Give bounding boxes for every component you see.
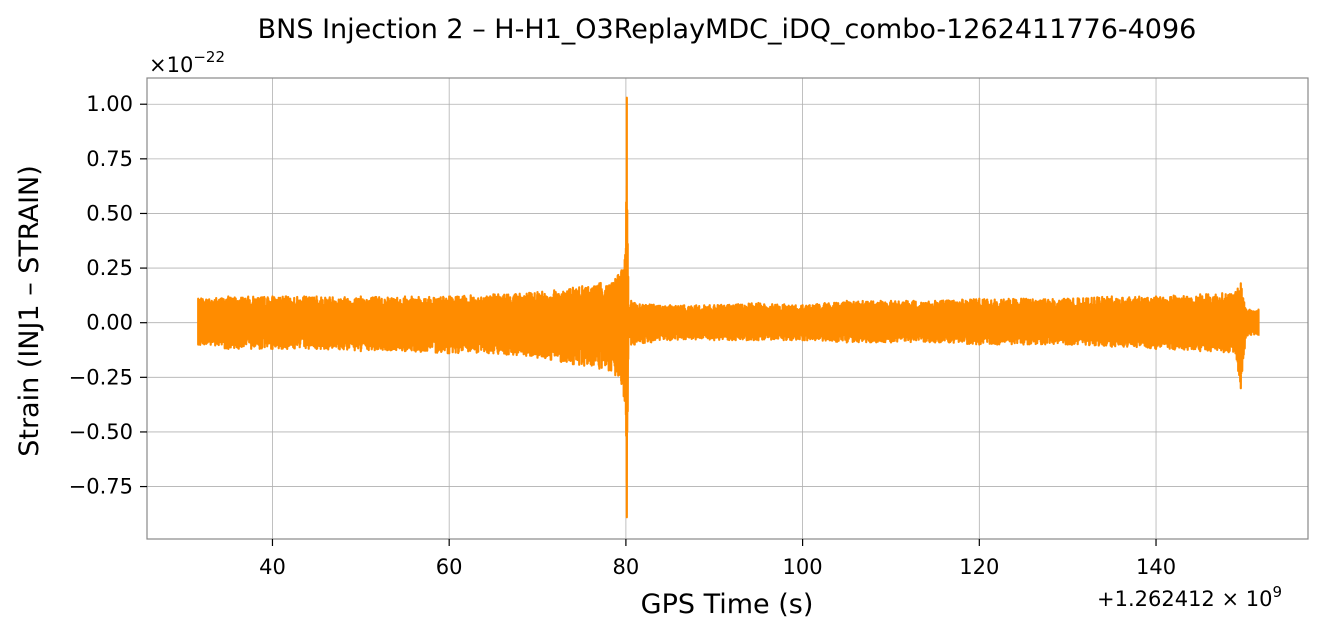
y-tick-label: −0.75 bbox=[69, 475, 133, 499]
y-axis-label: Strain (INJ1 – STRAIN) bbox=[14, 165, 45, 457]
x-offset-base: +1.262412 × 10 bbox=[1097, 587, 1272, 611]
x-tick-label: 140 bbox=[1136, 555, 1176, 579]
chart-title: BNS Injection 2 – H-H1_O3ReplayMDC_iDQ_c… bbox=[258, 14, 1197, 45]
strain-line bbox=[197, 96, 1260, 519]
series-strain bbox=[197, 96, 1260, 519]
y-tick-label: 1.00 bbox=[86, 92, 133, 116]
x-axis-label: GPS Time (s) bbox=[641, 589, 814, 620]
plot-frame bbox=[146, 77, 1309, 540]
x-axis-ticks: 40 60 80 100 120 140 bbox=[259, 539, 1176, 579]
y-tick-label: 0.75 bbox=[86, 147, 133, 171]
y-axis-multiplier: ×10−22 bbox=[149, 48, 225, 77]
y-axis-ticks: 1.00 0.75 0.50 0.25 0.00 −0.25 −0.50 −0.75 bbox=[69, 92, 147, 499]
y-tick-label: −0.50 bbox=[69, 420, 133, 444]
y-multiplier-base: ×10 bbox=[149, 53, 193, 77]
x-tick-label: 80 bbox=[613, 555, 640, 579]
x-tick-label: 120 bbox=[959, 555, 999, 579]
x-tick-label: 60 bbox=[436, 555, 463, 579]
y-multiplier-exponent: −22 bbox=[193, 48, 225, 66]
y-tick-label: 0.25 bbox=[86, 256, 133, 280]
x-offset-exponent: 9 bbox=[1272, 583, 1282, 601]
x-axis-offset: +1.262412 × 109 bbox=[1097, 583, 1282, 611]
x-tick-label: 40 bbox=[259, 555, 286, 579]
y-gridlines bbox=[147, 103, 1308, 487]
y-tick-label: 0.50 bbox=[86, 201, 133, 225]
y-tick-label: −0.25 bbox=[69, 365, 133, 389]
y-tick-label: 0.00 bbox=[86, 311, 133, 335]
x-tick-label: 100 bbox=[783, 555, 823, 579]
